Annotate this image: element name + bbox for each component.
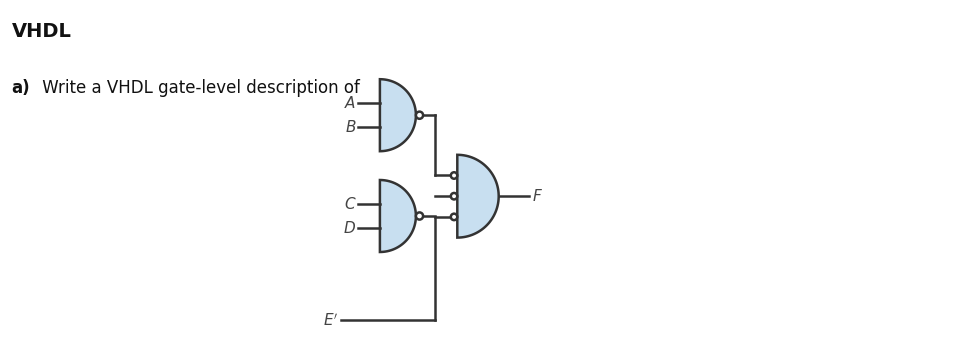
- Text: $F$: $F$: [532, 188, 543, 204]
- Polygon shape: [380, 180, 416, 252]
- Circle shape: [451, 213, 458, 220]
- Circle shape: [416, 212, 423, 220]
- Text: $E'$: $E'$: [323, 312, 339, 329]
- Text: $D$: $D$: [343, 220, 356, 236]
- Polygon shape: [458, 155, 499, 238]
- Text: $C$: $C$: [344, 196, 356, 212]
- Text: VHDL: VHDL: [12, 22, 71, 41]
- Circle shape: [451, 193, 458, 199]
- Text: a): a): [12, 79, 30, 97]
- Text: $A$: $A$: [344, 95, 356, 111]
- Polygon shape: [380, 79, 416, 151]
- Circle shape: [416, 112, 423, 119]
- Text: $B$: $B$: [345, 119, 356, 135]
- Circle shape: [451, 172, 458, 179]
- Text: Write a VHDL gate-level description of: Write a VHDL gate-level description of: [37, 79, 359, 97]
